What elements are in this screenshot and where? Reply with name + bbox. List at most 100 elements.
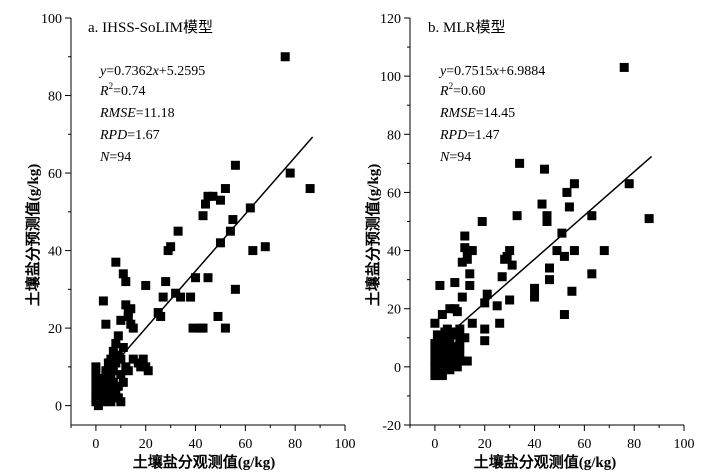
panel-b-data-point (450, 353, 460, 363)
panel-a-data-point (116, 397, 126, 407)
panel-b-data-point (530, 292, 540, 302)
panel-a-data-point (111, 358, 121, 368)
panel-b-y-tick-label: -20 (382, 419, 401, 434)
panel-a-data-point (285, 168, 295, 178)
panel-a-data-point (118, 377, 128, 387)
panel-a-data-point (128, 323, 138, 333)
panel-b-data-point (437, 353, 447, 363)
panel-a-data-point (118, 342, 128, 352)
panel-b-data-point (455, 339, 465, 349)
panel-b-data-point (482, 289, 492, 299)
panel-a-data-point (173, 226, 183, 236)
panel-b-data-point (442, 324, 452, 334)
panel-a-data-point (248, 246, 258, 256)
panel-b-data-point (559, 310, 569, 320)
panel-b-data-point (480, 324, 490, 334)
panel-b-data-point (447, 359, 457, 369)
panel-a-data-point (108, 377, 118, 387)
panel-b-data-point (644, 214, 654, 224)
panel-b-data-point (447, 327, 457, 337)
panel-a-data-point (138, 354, 148, 364)
panel-b-data-point (559, 251, 569, 261)
panel-b-data-point (544, 263, 554, 273)
panel-a-data-point (108, 366, 118, 376)
panel-b-data-point (460, 231, 470, 241)
panel-b-data-point (442, 356, 452, 366)
panel-b-data-point (567, 286, 577, 296)
panel-b-data-point (462, 254, 472, 264)
panel-b-data-point (599, 246, 609, 256)
panel-b-data-point (542, 211, 552, 221)
panel-b-data-point (467, 246, 477, 256)
panel-b-data-point (587, 211, 597, 221)
panel-b-data-point (435, 280, 445, 290)
panel-a-data-point (245, 203, 255, 213)
panel-b-x-tick-label: 0 (431, 437, 438, 452)
panel-b-y-tick-label: 0 (394, 361, 401, 376)
panel-b-x-tick-label: 20 (478, 437, 492, 452)
panel-b-data-point (437, 310, 447, 320)
panel-a-x-tick-label: 20 (139, 437, 153, 452)
panel-b-data-point (430, 362, 440, 372)
panel-a-y-tick-label: 60 (48, 167, 62, 182)
panel-a-equation: y=0.7362x+5.2595 (98, 64, 205, 79)
panel-b-data-point (457, 356, 467, 366)
panel-a-data-point (220, 323, 230, 333)
panel-b-data-point (502, 251, 512, 261)
panel-a-r2: R2=0.74 (99, 81, 145, 99)
panel-b-data-point (492, 301, 502, 311)
panel-b-data-point (564, 202, 574, 212)
panel-a-data-point (101, 319, 111, 329)
panel-a-data-point (156, 311, 166, 321)
panel-b-data-point (462, 356, 472, 366)
panel-b-y-tick-label: 20 (387, 303, 401, 318)
panel-b-data-point (437, 371, 447, 381)
panel-b-data-point (569, 246, 579, 256)
panel-b-y-tick-label: 40 (387, 245, 401, 260)
panel-b-data-point (445, 333, 455, 343)
panel-b-data-point (537, 199, 547, 209)
panel-a-data-point (121, 300, 131, 310)
panel-b-data-point (442, 339, 452, 349)
panel-a-data-point (126, 304, 136, 314)
panel-b-plot-area: 0 20 40 60 80 100 -20 0 20 40 60 80 100 120 (380, 12, 695, 452)
panel-a-data-point (101, 381, 111, 391)
panel-b-data-point (457, 292, 467, 302)
panel-a-data-point (116, 370, 126, 380)
panel-a-title: a. IHSS-SoLIM模型 (88, 19, 213, 36)
panel-a-data-point (93, 401, 103, 411)
panel-b-y-tick-label: 100 (380, 70, 401, 85)
panel-b-equation: y=0.7515x+6.9884 (438, 64, 545, 79)
panel-a-data-point (220, 184, 230, 194)
panel-b-data-point (457, 257, 467, 267)
panel-a-y-tick-label: 40 (48, 245, 62, 260)
panel-a-data-point (116, 354, 126, 364)
panel-b-data-point (435, 359, 445, 369)
panel-b-data-point (569, 179, 579, 189)
panel-a-data-point (225, 226, 235, 236)
panel-a-data-point (113, 331, 123, 341)
panel-a-x-tick-label: 60 (238, 437, 252, 452)
panel-b-title: b. MLR模型 (428, 19, 506, 36)
panel-a-x-tick-label: 40 (189, 437, 203, 452)
panel-a-rmse: RMSE=11.18 (99, 106, 175, 121)
panel-a-x-axis-title: 土壤盐分观测值(g/kg) (133, 453, 276, 471)
panel-b-data-point (430, 318, 440, 328)
panel-a-data-point (113, 381, 123, 391)
panel-a-y-tick-label: 0 (55, 400, 62, 415)
panel-a-data-point (136, 362, 146, 372)
panel-a-data-point (215, 238, 225, 248)
panel-a-data-point (215, 195, 225, 205)
panel-a-data-point (166, 242, 176, 252)
panel-b-data-point (557, 228, 567, 238)
panel-b-x-tick-label: 80 (627, 437, 641, 452)
panel-a-data-point (116, 315, 126, 325)
panel-b-x-axis-title: 土壤盐分观测值(g/kg) (474, 453, 617, 471)
panel-a-data-point (106, 385, 116, 395)
panel-a-data-point (161, 277, 171, 287)
panel-a-data-point (203, 191, 213, 201)
panel-a-rpd: RPD=1.67 (99, 128, 160, 143)
panel-b-data-point (540, 164, 550, 174)
panel-b-data-point (505, 295, 515, 305)
panel-a-n: N=94 (99, 150, 131, 165)
